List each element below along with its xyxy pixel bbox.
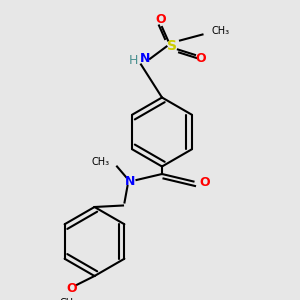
Text: H: H bbox=[129, 53, 138, 67]
Text: CH₃: CH₃ bbox=[212, 26, 230, 37]
Text: S: S bbox=[167, 40, 178, 53]
Text: N: N bbox=[125, 175, 136, 188]
Text: CH₃: CH₃ bbox=[92, 157, 110, 167]
Text: CH₃: CH₃ bbox=[60, 298, 78, 300]
Text: N: N bbox=[140, 52, 151, 65]
Text: O: O bbox=[67, 281, 77, 295]
Text: O: O bbox=[200, 176, 210, 190]
Text: O: O bbox=[196, 52, 206, 65]
Text: O: O bbox=[155, 13, 166, 26]
